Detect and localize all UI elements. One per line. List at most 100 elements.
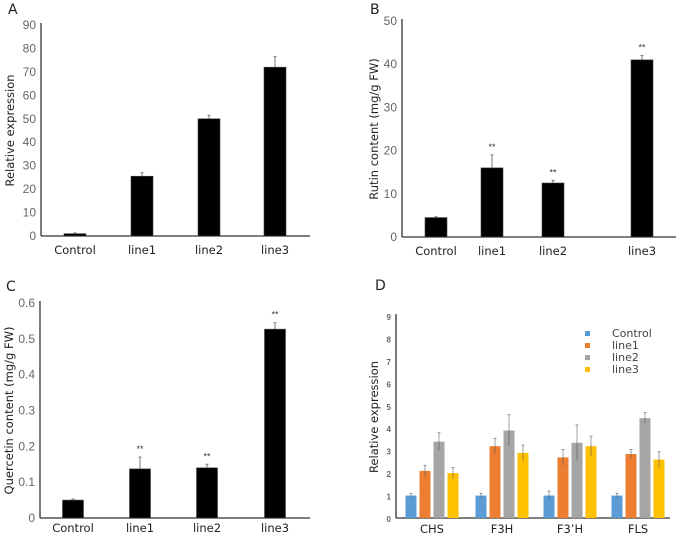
bar bbox=[541, 182, 565, 238]
y-axis-label: Relative expression bbox=[367, 361, 381, 473]
y-tick-label: 6 bbox=[387, 380, 392, 389]
panel-label: C bbox=[6, 279, 16, 295]
x-tick-label: Control bbox=[54, 243, 96, 257]
y-tick-label: 40 bbox=[23, 135, 37, 149]
y-tick-label: 90 bbox=[23, 18, 37, 32]
bar bbox=[447, 473, 459, 518]
y-tick-label: 4 bbox=[387, 425, 392, 434]
bar bbox=[63, 233, 87, 237]
bar bbox=[543, 495, 555, 518]
bar bbox=[653, 459, 665, 518]
bar bbox=[625, 454, 637, 518]
significance-marker: ** bbox=[136, 444, 144, 454]
y-axis-label: Rutin content (mg/g FW) bbox=[367, 58, 381, 199]
legend-label: line2 bbox=[612, 351, 639, 364]
legend-swatch bbox=[585, 343, 590, 348]
bar bbox=[264, 328, 286, 519]
y-tick-label: 0.3 bbox=[18, 404, 35, 418]
panel-label: A bbox=[8, 2, 18, 18]
legend-label: Control bbox=[612, 327, 652, 340]
x-tick-label: line2 bbox=[195, 243, 223, 257]
significance-marker: ** bbox=[271, 310, 279, 320]
y-axis-label: Quercetin content (mg/g FW) bbox=[2, 327, 16, 495]
x-tick-label: F3H bbox=[491, 522, 514, 536]
bar bbox=[639, 418, 651, 518]
bar bbox=[424, 217, 448, 238]
y-tick-label: 0.4 bbox=[18, 368, 35, 382]
bar bbox=[62, 499, 84, 519]
x-tick-label: FLS bbox=[628, 522, 648, 536]
y-tick-label: 60 bbox=[23, 88, 37, 102]
bar bbox=[557, 457, 569, 518]
x-tick-label: line1 bbox=[478, 244, 506, 258]
bar bbox=[630, 59, 654, 238]
x-tick-label: CHS bbox=[420, 522, 444, 536]
bar bbox=[419, 470, 431, 518]
bar bbox=[571, 442, 583, 518]
panel-label: B bbox=[370, 2, 380, 18]
significance-marker: ** bbox=[549, 167, 557, 177]
x-tick-label: F3’H bbox=[557, 522, 583, 536]
legend-swatch bbox=[585, 367, 590, 372]
y-tick-label: 0 bbox=[29, 229, 36, 243]
bar bbox=[263, 66, 287, 237]
significance-marker: ** bbox=[638, 43, 646, 53]
bar bbox=[130, 175, 154, 237]
legend-label: line3 bbox=[612, 363, 639, 376]
significance-marker: ** bbox=[203, 451, 211, 461]
y-tick-label: 9 bbox=[387, 313, 392, 322]
y-tick-label: 20 bbox=[23, 182, 37, 196]
panel-a: A 0 10 20 30 40 50 60 70 80 90 Relative expression C… bbox=[3, 2, 310, 257]
y-tick-label: 1 bbox=[387, 493, 392, 502]
bar bbox=[585, 446, 597, 518]
x-tick-label: Control bbox=[415, 244, 457, 258]
panel-b: B 0 10 20 30 40 50 Rutin content (mg/g FW) Contr… bbox=[367, 2, 676, 258]
y-tick-label: 70 bbox=[23, 65, 37, 79]
x-tick-label: Control bbox=[52, 521, 94, 535]
y-tick-label: 5 bbox=[387, 403, 392, 412]
y-tick-label: 30 bbox=[23, 159, 37, 173]
bar bbox=[503, 430, 515, 518]
bar bbox=[129, 468, 151, 519]
significance-marker: ** bbox=[488, 142, 496, 152]
bar bbox=[475, 495, 487, 518]
x-tick-label: line2 bbox=[539, 244, 567, 258]
y-tick-label: 8 bbox=[387, 335, 392, 344]
panel-label: D bbox=[375, 278, 386, 294]
y-tick-label: 0.6 bbox=[18, 296, 35, 310]
y-tick-label: 7 bbox=[387, 358, 392, 367]
y-tick-label: 10 bbox=[384, 187, 398, 201]
bar bbox=[517, 452, 529, 518]
x-tick-label: line3 bbox=[261, 521, 289, 535]
y-tick-label: 50 bbox=[23, 112, 37, 126]
y-tick-label: 0.1 bbox=[18, 475, 35, 489]
y-tick-label: 30 bbox=[384, 100, 398, 114]
y-tick-label: 40 bbox=[384, 57, 398, 71]
y-tick-label: 10 bbox=[23, 206, 37, 220]
bar bbox=[489, 446, 501, 518]
y-tick-label: 2 bbox=[387, 470, 392, 479]
bar bbox=[196, 467, 218, 519]
bar bbox=[405, 495, 417, 518]
x-tick-label: line1 bbox=[126, 521, 154, 535]
bar bbox=[197, 118, 221, 237]
bar bbox=[433, 441, 445, 518]
x-tick-label: line2 bbox=[193, 521, 221, 535]
legend-label: line1 bbox=[612, 339, 639, 352]
y-tick-label: 50 bbox=[384, 14, 398, 28]
y-tick-label: 0.5 bbox=[18, 332, 35, 346]
y-tick-label: 0 bbox=[28, 511, 35, 525]
y-tick-label: 20 bbox=[384, 144, 398, 158]
x-tick-label: line3 bbox=[261, 243, 289, 257]
y-tick-label: 0 bbox=[390, 230, 397, 244]
panel-d: D 0 1 2 3 4 5 6 7 8 9 Relative expression CHS F3H F3’H… bbox=[367, 278, 670, 536]
legend-swatch bbox=[585, 355, 590, 360]
y-tick-label: 0.2 bbox=[18, 439, 35, 453]
y-tick-label: 3 bbox=[387, 448, 392, 457]
panel-c: C 0 0.1 0.2 0.3 0.4 0.5 0.6 Quercetin content (m… bbox=[2, 279, 310, 535]
y-tick-label: 0 bbox=[387, 515, 392, 524]
x-tick-label: line1 bbox=[128, 243, 156, 257]
legend-swatch bbox=[585, 331, 590, 336]
x-tick-label: line3 bbox=[628, 244, 656, 258]
